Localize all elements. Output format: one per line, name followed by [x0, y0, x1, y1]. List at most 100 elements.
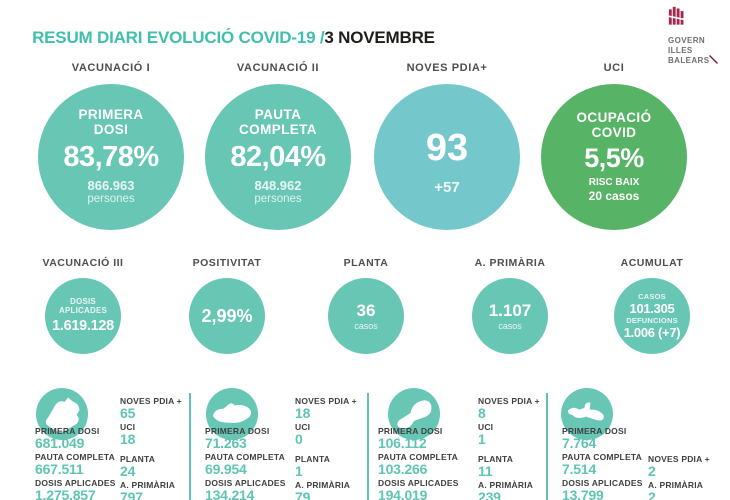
stat-label: NOVES PDIA +	[648, 454, 710, 464]
circle-planta: 36 casos	[328, 278, 404, 354]
pauta-completa-label-1: PAUTA	[254, 107, 302, 122]
circle-noves-pdia: 93 +57	[374, 84, 520, 230]
stat-block: A. PRIMÀRIA 2	[648, 480, 723, 500]
stat-label: PLANTA	[120, 454, 156, 464]
vacunacio-3-count: 1.619.128	[52, 318, 114, 334]
pauta-completa-count: 848.962	[254, 178, 302, 193]
primera-dosi-unit: persones	[87, 193, 135, 205]
stat-block: UCI 0	[295, 422, 370, 447]
eivissa-island-icon	[388, 388, 440, 440]
stat-label: PAUTA COMPLETA	[562, 452, 642, 462]
acumulat-casos-count: 101.305	[629, 301, 675, 316]
stat-label: PAUTA COMPLETA	[205, 452, 285, 462]
stat-block: NOVES PDIA + 18	[295, 396, 370, 421]
stat-block: PAUTA COMPLETA 7.514	[562, 452, 657, 477]
stat-value: 7.514	[562, 461, 597, 477]
planta-unit: casos	[354, 320, 378, 331]
logo-line-2: ILLES	[668, 45, 693, 55]
circle-positivitat: 2,99%	[189, 278, 265, 354]
stat-label: PRIMERA DOSI	[378, 426, 443, 436]
stat-label: PRIMERA DOSI	[205, 426, 270, 436]
page-title-date: 3 NOVEMBRE	[324, 28, 435, 47]
stat-block: PRIMERA DOSI 71.263	[205, 426, 300, 451]
stat-label: PLANTA	[478, 454, 514, 464]
primera-dosi-percent: 83,78%	[63, 141, 159, 173]
island-column-eivissa: PRIMERA DOSI 106.112 PAUTA COMPLETA 103.…	[368, 385, 540, 500]
island-column-formentera: PRIMERA DOSI 7.764 PAUTA COMPLETA 7.514 …	[547, 385, 719, 500]
mallorca-island-icon	[36, 388, 88, 440]
stat-value: 1.275.857	[35, 487, 96, 500]
stat-value: 194.019	[378, 487, 428, 500]
uci-casos: 20 casos	[588, 189, 640, 203]
header-noves-pdia: NOVES PDIA+	[406, 62, 488, 74]
header-vacunacio-2: VACUNACIÓ II	[236, 62, 320, 74]
uci-label-1: OCUPACIÓ	[576, 110, 652, 125]
stat-value: 11	[478, 463, 493, 479]
stat-label: UCI	[120, 422, 136, 432]
formentera-island-icon	[561, 388, 613, 440]
planta-count: 36	[356, 300, 376, 320]
stat-value: 18	[120, 431, 136, 447]
primera-dosi-count: 866.963	[87, 178, 135, 193]
pauta-completa-unit: persones	[254, 193, 302, 205]
stat-block: PAUTA COMPLETA 667.511	[35, 452, 130, 477]
stat-block: UCI 18	[120, 422, 195, 447]
stat-block: NOVES PDIA + 2	[648, 454, 723, 479]
stat-block: PRIMERA DOSI 7.764	[562, 426, 657, 451]
stat-block: A. PRIMÀRIA 79	[295, 480, 370, 500]
circle-pauta-completa: PAUTA COMPLETA 82,04% 848.962 persones	[205, 84, 351, 230]
logo-line-1: GOVERN	[668, 36, 706, 45]
stat-block: DOSIS APLICADES 134.214	[205, 478, 300, 500]
stat-block: PLANTA 1	[295, 454, 370, 479]
noves-pdia-count: 93	[425, 126, 469, 169]
stat-value: 797	[120, 489, 143, 500]
stat-label: DOSIS APLICADES	[205, 478, 286, 488]
stat-value: 65	[120, 405, 136, 421]
acumulat-defuncions-label: DEFUNCIONS	[626, 316, 678, 325]
page-title-separator: /	[315, 28, 325, 47]
acumulat-casos-label: CASOS	[638, 292, 666, 301]
pauta-completa-label-2: COMPLETA	[239, 121, 317, 137]
stat-value: 2	[648, 463, 656, 479]
stat-value: 79	[295, 489, 311, 500]
stat-value: 667.511	[35, 461, 84, 477]
column-divider	[546, 393, 548, 500]
stat-label: UCI	[295, 422, 311, 432]
column-divider	[367, 393, 369, 500]
stat-value: 1	[295, 463, 303, 479]
stat-label: A. PRIMÀRIA	[295, 480, 351, 490]
stat-block: PAUTA COMPLETA 69.954	[205, 452, 300, 477]
stat-block: PRIMERA DOSI 681.049	[35, 426, 130, 451]
stat-value: 18	[295, 405, 311, 421]
stat-block: A. PRIMÀRIA 239	[478, 480, 553, 500]
island-column-menorca: PRIMERA DOSI 71.263 PAUTA COMPLETA 69.95…	[195, 385, 367, 500]
header-planta: PLANTA	[343, 257, 389, 269]
logo-text: GOVERN ILLES BALEARS	[668, 36, 728, 66]
stat-value: 71.263	[205, 435, 247, 451]
stat-label: NOVES PDIA +	[478, 396, 540, 406]
stat-value: 7.764	[562, 435, 597, 451]
stat-block: UCI 1	[478, 422, 553, 447]
stat-block: PRIMERA DOSI 106.112	[378, 426, 473, 451]
primera-dosi-label-2: DOSI	[93, 121, 129, 137]
a-primaria-unit: casos	[498, 320, 522, 331]
stat-label: PAUTA COMPLETA	[35, 452, 115, 462]
stat-label: A. PRIMÀRIA	[648, 480, 704, 490]
stat-label: UCI	[478, 422, 494, 432]
stat-label: PLANTA	[295, 454, 331, 464]
stat-label: NOVES PDIA +	[120, 396, 182, 406]
stat-value: 106.112	[378, 435, 427, 451]
island-column-mallorca: PRIMERA DOSI 681.049 PAUTA COMPLETA 667.…	[25, 385, 197, 500]
vacunacio-3-label-2: APLICADES	[58, 305, 108, 315]
pauta-completa-percent: 82,04%	[230, 141, 326, 173]
uci-label-2: COVID	[591, 124, 637, 140]
column-divider	[189, 393, 191, 500]
stat-block: DOSIS APLICADES 13.799	[562, 478, 657, 500]
uci-risc: RISC BAIX	[588, 177, 640, 188]
govern-illes-balears-logo: GOVERN ILLES BALEARS	[668, 6, 728, 66]
stat-label: A. PRIMÀRIA	[478, 480, 534, 490]
stat-value: 8	[478, 405, 486, 421]
primera-dosi-label-1: PRIMERA	[78, 107, 144, 122]
noves-pdia-delta: +57	[434, 178, 460, 196]
header-positivitat: POSITIVITAT	[192, 257, 262, 269]
